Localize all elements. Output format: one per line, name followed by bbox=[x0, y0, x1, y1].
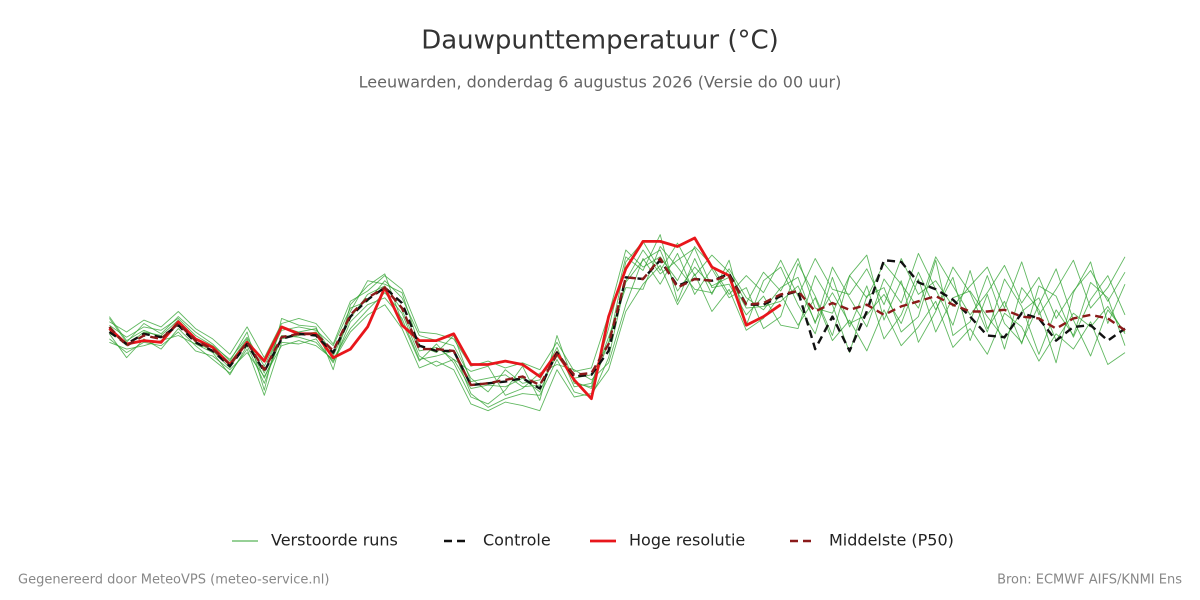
footer-source: Gegenereerd door MeteoVPS (meteo-service… bbox=[18, 573, 329, 588]
series-line bbox=[108, 259, 1126, 390]
legend-label: Controle bbox=[483, 531, 551, 550]
legend-label: Verstoorde runs bbox=[271, 531, 398, 550]
chart-subtitle: Leeuwarden, donderdag 6 augustus 2026 (V… bbox=[359, 73, 842, 92]
series-line bbox=[108, 236, 782, 401]
legend-label: Middelste (P50) bbox=[829, 531, 954, 550]
perturbed-run bbox=[109, 247, 1126, 408]
chart-title: Dauwpunttemperatuur (°C) bbox=[421, 26, 779, 56]
series-line bbox=[108, 257, 1126, 387]
footer-credit: Bron: ECMWF AIFS/KNMI Ens bbox=[997, 573, 1182, 588]
perturbed-run bbox=[109, 252, 1126, 396]
legend-label: Hoge resolutie bbox=[629, 531, 745, 550]
